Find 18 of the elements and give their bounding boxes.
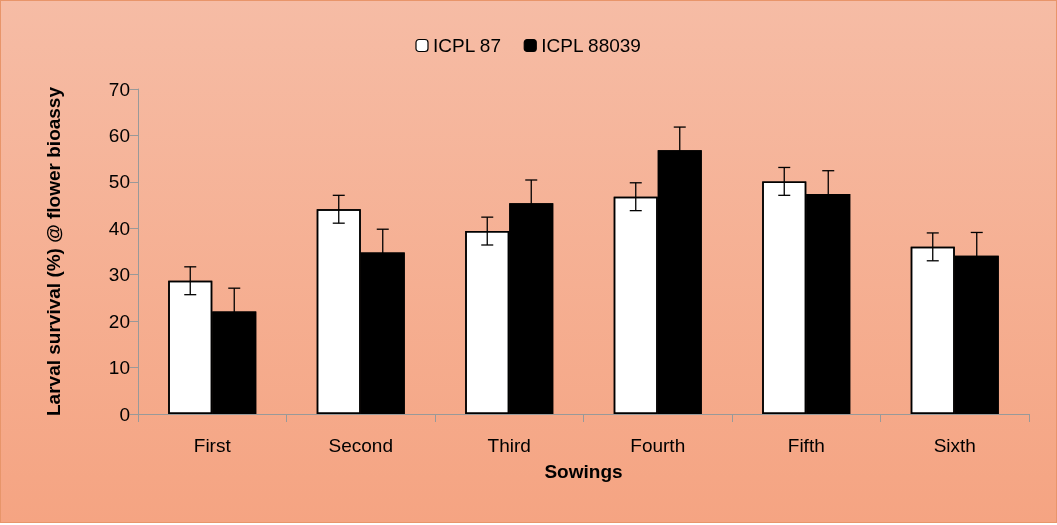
- legend-label: ICPL 88039: [541, 35, 641, 56]
- y-tick-label: 60: [108, 124, 130, 146]
- x-tick-label: Second: [328, 435, 393, 456]
- legend-label: ICPL 87: [433, 35, 501, 56]
- y-tick-label: 20: [108, 310, 130, 332]
- y-tick-label: 30: [108, 264, 130, 286]
- x-tick-label: Sixth: [933, 435, 976, 456]
- y-tick-label: 10: [108, 357, 130, 379]
- x-tick-label: First: [193, 435, 232, 456]
- y-tick-label: 50: [108, 171, 130, 193]
- x-tick-label: Fifth: [787, 435, 825, 456]
- y-tick-label: 0: [119, 403, 130, 425]
- y-tick-label: 40: [108, 217, 130, 239]
- y-axis-title: Larval survival (%) @ flower bioassy: [42, 86, 64, 416]
- y-tick-label: 70: [108, 78, 130, 100]
- x-tick-label: Fourth: [630, 435, 686, 456]
- x-axis-title: Sowings: [544, 461, 623, 482]
- x-tick-label: Third: [487, 435, 531, 456]
